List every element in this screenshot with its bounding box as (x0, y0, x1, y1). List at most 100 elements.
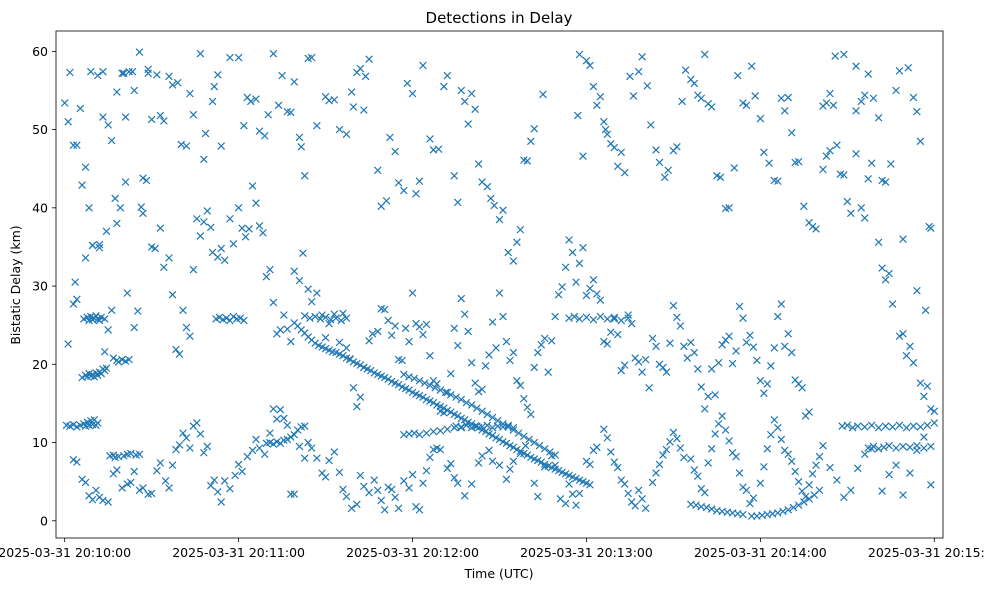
data-point (600, 117, 608, 126)
data-point (415, 376, 424, 385)
data-point (779, 507, 787, 516)
data-point (756, 479, 765, 488)
data-point (356, 393, 365, 401)
data-point (368, 329, 377, 338)
data-point (730, 164, 739, 172)
data-point (125, 67, 133, 76)
data-point (502, 439, 511, 448)
data-point (156, 224, 165, 232)
data-point (681, 66, 690, 74)
data-point (725, 437, 733, 445)
chart-title: Detections in Delay (426, 9, 573, 27)
data-point (780, 342, 789, 351)
data-point (867, 159, 876, 168)
data-point (280, 414, 288, 423)
data-point (99, 496, 107, 505)
data-point (353, 500, 361, 509)
data-point (539, 90, 547, 99)
data-point (627, 319, 636, 328)
data-point (208, 97, 217, 106)
x-tick-label: 2025-03-31 20:13:00 (520, 545, 653, 560)
data-point (697, 94, 706, 103)
data-point (739, 510, 747, 519)
data-point (297, 142, 306, 151)
data-point (78, 181, 86, 189)
data-point (746, 499, 754, 508)
data-point (206, 223, 215, 232)
data-point (815, 486, 824, 495)
data-point (160, 117, 168, 125)
data-point (403, 79, 412, 88)
data-point (690, 348, 699, 357)
data-point (405, 372, 413, 381)
data-point (200, 448, 208, 457)
data-point (746, 331, 754, 340)
data-point (213, 253, 222, 261)
data-point (812, 225, 820, 233)
data-point (794, 501, 803, 509)
data-point (742, 486, 751, 495)
data-point (718, 340, 726, 349)
data-point (116, 203, 125, 212)
data-point (231, 471, 239, 480)
data-point (582, 291, 591, 300)
data-point (121, 113, 130, 121)
data-point (662, 445, 671, 454)
data-point (210, 476, 219, 484)
data-point (398, 356, 406, 365)
data-point (659, 451, 667, 459)
data-point (139, 484, 147, 492)
data-point (760, 148, 768, 157)
data-point (645, 383, 653, 392)
data-point (648, 334, 657, 343)
data-point (443, 388, 452, 397)
data-point (153, 466, 161, 475)
data-point (142, 176, 151, 185)
data-point (700, 50, 709, 59)
data-point (99, 67, 107, 76)
x-axis-label: Time (UTC) (463, 566, 533, 581)
data-point (815, 452, 824, 461)
data-point (262, 272, 271, 281)
data-point (533, 492, 542, 501)
data-point (878, 487, 886, 495)
data-point (113, 219, 121, 228)
data-point (533, 348, 542, 357)
data-point (537, 458, 546, 466)
data-point (714, 419, 723, 428)
data-point (892, 86, 900, 95)
data-point (193, 214, 201, 223)
data-point (805, 480, 813, 489)
x-tick-label: 2025-03-31 20:10:00 (0, 545, 131, 560)
data-point (443, 425, 452, 434)
series-5 (212, 312, 248, 325)
y-tick-label: 60 (32, 44, 48, 59)
data-point (509, 423, 518, 432)
data-point (526, 410, 535, 419)
data-point (697, 383, 706, 391)
data-point (575, 50, 584, 59)
data-point (356, 471, 365, 480)
data-point (415, 430, 424, 439)
data-point (586, 284, 594, 293)
data-point (69, 420, 78, 429)
data-point (791, 467, 799, 476)
data-point (683, 354, 692, 362)
data-point (226, 214, 234, 223)
data-point (733, 71, 742, 80)
data-point (848, 423, 857, 432)
data-point (655, 158, 664, 167)
data-point (422, 429, 431, 437)
data-point (286, 490, 295, 499)
data-point (401, 324, 410, 333)
data-point (156, 459, 165, 467)
data-point (107, 136, 116, 145)
data-point (488, 413, 497, 422)
data-point (321, 313, 330, 322)
data-point (906, 469, 914, 477)
data-point (913, 107, 921, 116)
x-tick-label: 2025-03-31 20:11:00 (172, 545, 305, 560)
data-point (749, 494, 758, 502)
data-point (593, 290, 601, 298)
